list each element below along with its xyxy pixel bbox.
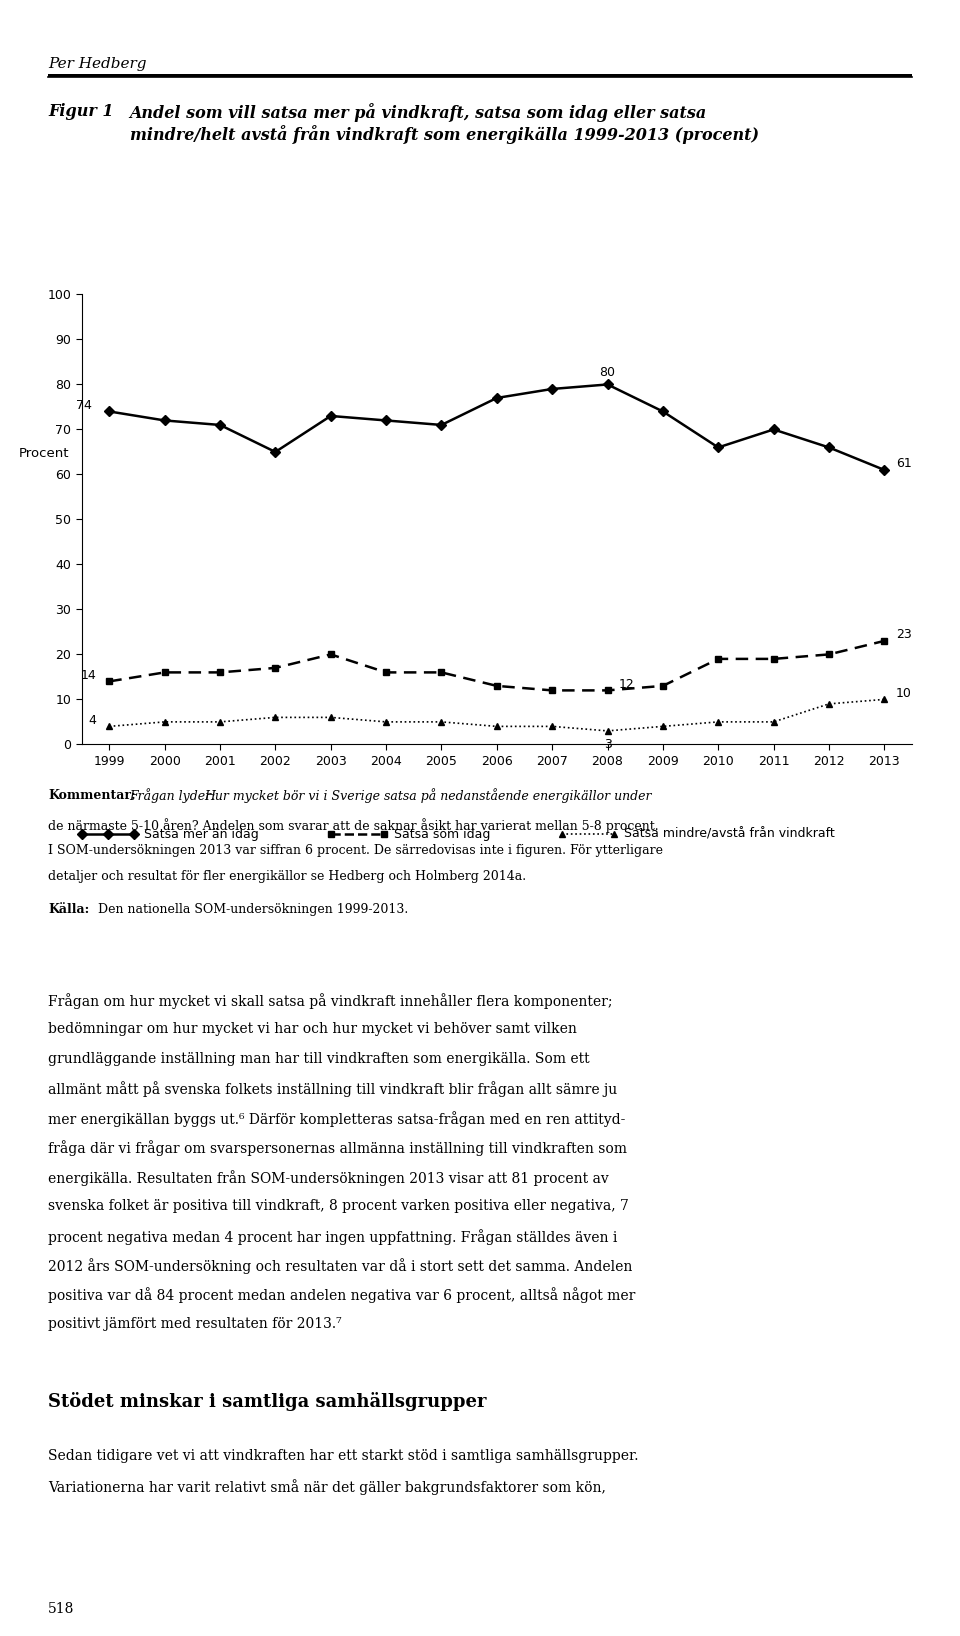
Text: Frågan om hur mycket vi skall satsa på vindkraft innehåller flera komponenter;: Frågan om hur mycket vi skall satsa på v… xyxy=(48,993,612,1009)
Text: mer energikällan byggs ut.⁶ Därför kompletteras satsa-frågan med en ren attityd-: mer energikällan byggs ut.⁶ Därför kompl… xyxy=(48,1111,625,1127)
Text: Figur 1: Figur 1 xyxy=(48,103,131,119)
Text: Sedan tidigare vet vi att vindkraften har ett starkt stöd i samtliga samhällsgru: Sedan tidigare vet vi att vindkraften ha… xyxy=(48,1449,638,1464)
Text: positiva var då 84 procent medan andelen negativa var 6 procent, alltså något me: positiva var då 84 procent medan andelen… xyxy=(48,1288,636,1304)
Text: Stödet minskar i samtliga samhällsgrupper: Stödet minskar i samtliga samhällsgruppe… xyxy=(48,1392,487,1412)
Text: 3: 3 xyxy=(604,738,612,751)
Text: Procent: Procent xyxy=(19,448,70,460)
Text: 12: 12 xyxy=(619,677,635,690)
Text: Hur mycket bör vi i Sverige satsa på nedanstående energikällor under: Hur mycket bör vi i Sverige satsa på ned… xyxy=(204,789,652,803)
Text: 61: 61 xyxy=(896,456,912,470)
Text: I SOM-undersökningen 2013 var siffran 6 procent. De särredovisas inte i figuren.: I SOM-undersökningen 2013 var siffran 6 … xyxy=(48,844,663,857)
Text: energikälla. Resultaten från SOM-undersökningen 2013 visar att 81 procent av: energikälla. Resultaten från SOM-undersö… xyxy=(48,1170,609,1186)
Text: 14: 14 xyxy=(81,669,96,682)
Text: 10: 10 xyxy=(896,687,912,700)
Text: 23: 23 xyxy=(896,628,912,641)
Text: Andel som vill satsa mer på vindkraft, satsa som idag eller satsa
mindre/helt av: Andel som vill satsa mer på vindkraft, s… xyxy=(130,103,758,144)
Text: grundläggande inställning man har till vindkraften som energikälla. Som ett: grundläggande inställning man har till v… xyxy=(48,1052,589,1067)
Text: positivt jämfört med resultaten för 2013.⁷: positivt jämfört med resultaten för 2013… xyxy=(48,1317,342,1332)
Text: Källa:: Källa: xyxy=(48,903,89,916)
Text: 80: 80 xyxy=(600,366,615,380)
Text: 518: 518 xyxy=(48,1602,74,1616)
Text: 4: 4 xyxy=(88,713,97,726)
Text: bedömningar om hur mycket vi har och hur mycket vi behöver samt vilken: bedömningar om hur mycket vi har och hur… xyxy=(48,1022,577,1037)
Text: procent negativa medan 4 procent har ingen uppfattning. Frågan ställdes även i: procent negativa medan 4 procent har ing… xyxy=(48,1229,617,1245)
Text: allmänt mått på svenska folkets inställning till vindkraft blir frågan allt sämr: allmänt mått på svenska folkets inställn… xyxy=(48,1081,617,1098)
Text: fråga där vi frågar om svarspersonernas allmänna inställning till vindkraften so: fråga där vi frågar om svarspersonernas … xyxy=(48,1140,627,1157)
Text: Frågan lyder:: Frågan lyder: xyxy=(130,789,220,803)
Text: Satsa mer än idag: Satsa mer än idag xyxy=(144,828,259,841)
Text: Den nationella SOM-undersökningen 1999-2013.: Den nationella SOM-undersökningen 1999-2… xyxy=(94,903,408,916)
Text: svenska folket är positiva till vindkraft, 8 procent varken positiva eller negat: svenska folket är positiva till vindkraf… xyxy=(48,1199,629,1214)
Text: Satsa mindre/avstå från vindkraft: Satsa mindre/avstå från vindkraft xyxy=(624,828,835,841)
Text: Variationerna har varit relativt små när det gäller bakgrundsfaktorer som kön,: Variationerna har varit relativt små när… xyxy=(48,1479,606,1495)
Text: Satsa som idag: Satsa som idag xyxy=(394,828,490,841)
Text: 74: 74 xyxy=(77,399,92,412)
Text: de närmaste 5-10 åren? Andelen som svarar att de saknar åsikt har varierat mella: de närmaste 5-10 åren? Andelen som svara… xyxy=(48,818,659,833)
Text: detaljer och resultat för fler energikällor se Hedberg och Holmberg 2014a.: detaljer och resultat för fler energikäl… xyxy=(48,870,526,883)
Text: Per Hedberg: Per Hedberg xyxy=(48,57,147,72)
Text: 2012 års SOM-undersökning och resultaten var då i stort sett det samma. Andelen: 2012 års SOM-undersökning och resultaten… xyxy=(48,1258,633,1274)
Text: Kommentar:: Kommentar: xyxy=(48,789,135,802)
